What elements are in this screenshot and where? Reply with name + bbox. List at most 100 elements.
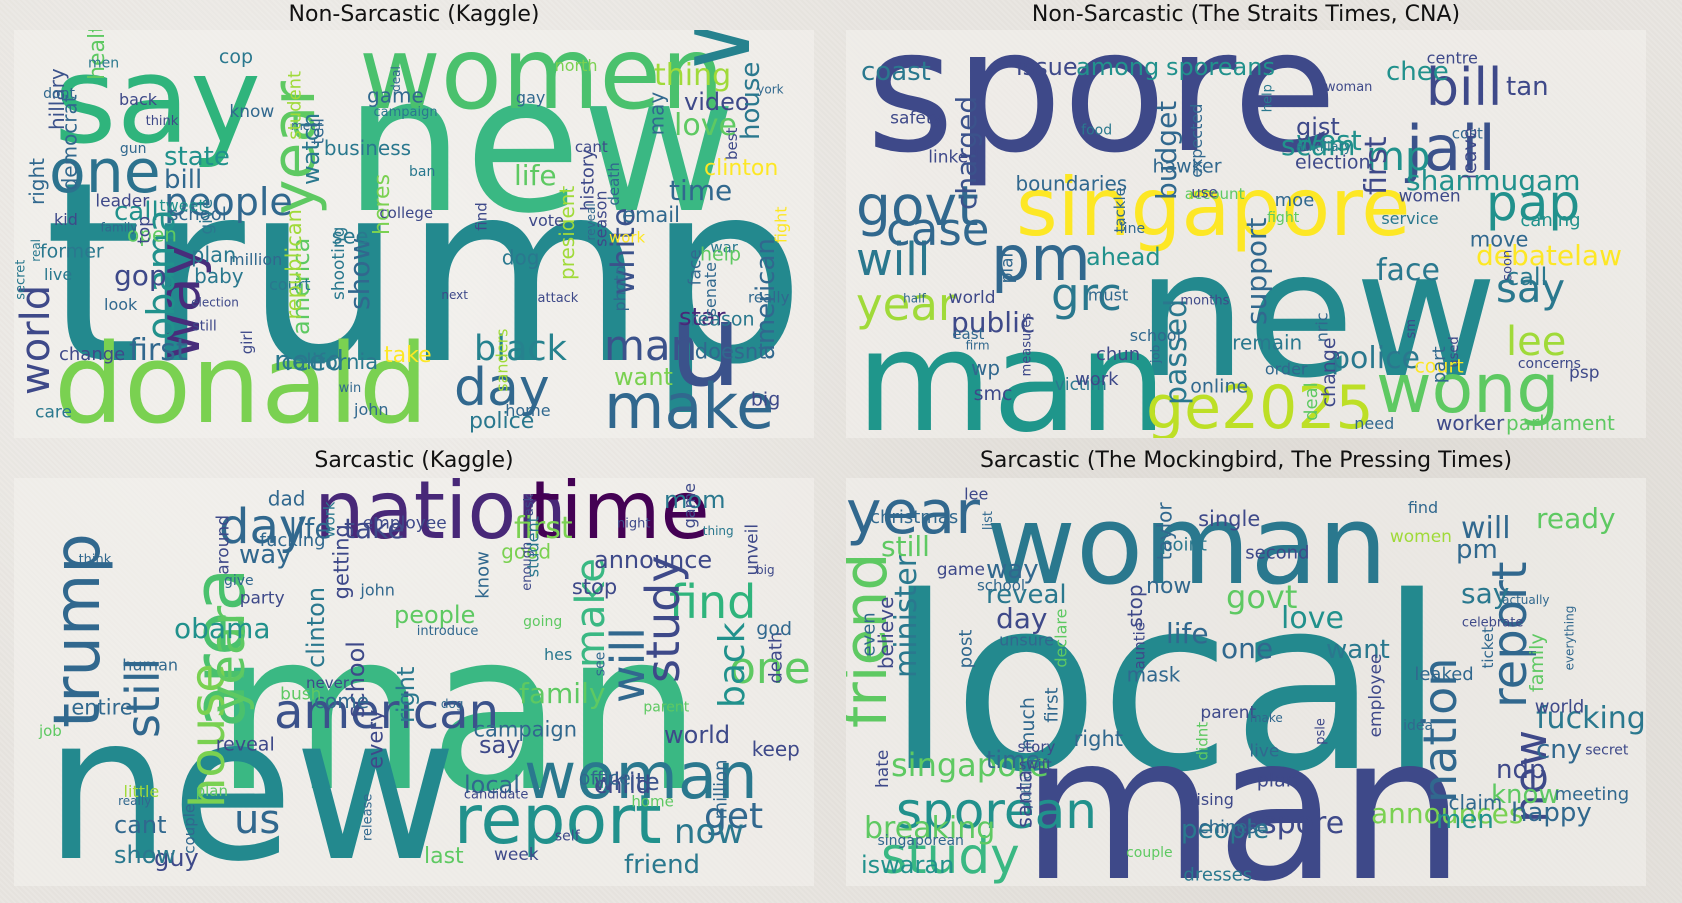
word-line: line bbox=[1120, 221, 1145, 237]
word-area: area bbox=[177, 567, 261, 728]
word-bush: bush bbox=[280, 685, 321, 705]
word-claim: claim bbox=[1449, 790, 1503, 814]
word-help: help bbox=[1260, 84, 1275, 112]
word-east: east bbox=[952, 325, 984, 343]
word-nric: nric bbox=[1313, 312, 1332, 342]
word-expected: expected bbox=[1187, 104, 1206, 178]
word-govt: govt bbox=[1226, 578, 1297, 616]
word-couple: couple bbox=[180, 804, 198, 854]
word-wong: wong bbox=[1376, 350, 1559, 429]
word-parent: parent bbox=[1200, 703, 1256, 723]
word-introduce: introduce bbox=[417, 624, 479, 639]
word-victim: victim bbox=[1055, 375, 1107, 395]
word-girl: girl bbox=[238, 330, 256, 354]
word-local: local bbox=[464, 771, 520, 799]
word-last: last bbox=[424, 844, 464, 869]
word-right: right bbox=[25, 158, 49, 205]
word-fight: fight bbox=[772, 206, 791, 243]
word-use: use bbox=[1191, 184, 1218, 202]
word-look: look bbox=[104, 295, 138, 314]
word-people: people bbox=[1181, 815, 1269, 845]
wordcloud-canvas: trumpnewsaywomendonaldwillumakeoneyearwa… bbox=[14, 30, 814, 438]
word-job: job bbox=[38, 722, 62, 740]
word-dog: dog bbox=[441, 697, 464, 711]
word-ban: ban bbox=[409, 164, 435, 180]
word-say: say bbox=[479, 731, 520, 759]
word-man: man bbox=[604, 321, 697, 370]
word-unsure: unsure bbox=[999, 630, 1054, 649]
word-find: find bbox=[472, 202, 490, 230]
word-fucking: fucking bbox=[1536, 701, 1646, 736]
word-dog: dog bbox=[502, 246, 540, 270]
word-face: face bbox=[686, 249, 706, 285]
word-bill: bill bbox=[164, 165, 202, 195]
word-auntie: auntie bbox=[1130, 622, 1148, 669]
word-deal: deal bbox=[389, 66, 403, 92]
word-cost: cost bbox=[1452, 125, 1483, 143]
word-court: court bbox=[269, 275, 311, 294]
word-right: right bbox=[1074, 727, 1123, 751]
word-cop: cop bbox=[219, 46, 253, 68]
word-first: first bbox=[1359, 136, 1394, 195]
word-moe: moe bbox=[1275, 190, 1315, 211]
word-right: right bbox=[392, 667, 420, 723]
word-show: show bbox=[114, 841, 176, 869]
word-say: say bbox=[1496, 266, 1565, 312]
word-health: health bbox=[85, 30, 110, 80]
word-one: one bbox=[49, 137, 161, 207]
word-didnt: didnt bbox=[1194, 722, 1212, 761]
word-swift: swift bbox=[1019, 758, 1052, 774]
word-american: american bbox=[751, 238, 781, 360]
word-u: u bbox=[669, 279, 742, 413]
word-linked: linked bbox=[928, 147, 979, 167]
word-day: day bbox=[996, 602, 1048, 635]
word-happy: happy bbox=[1511, 798, 1592, 828]
word-give: give bbox=[224, 573, 254, 589]
word-state: state bbox=[164, 142, 230, 172]
word-hawker: hawker bbox=[1152, 156, 1221, 178]
word-game: game bbox=[680, 483, 699, 528]
word-shanmugam: shanmugam bbox=[1406, 164, 1580, 197]
word-case: case bbox=[886, 203, 989, 256]
word-make: make bbox=[604, 370, 774, 438]
word-really: really bbox=[748, 288, 790, 306]
word-centre: centre bbox=[1427, 49, 1478, 68]
word-public: public bbox=[951, 306, 1035, 339]
word-list: list bbox=[981, 511, 996, 530]
word-employee: employee bbox=[363, 514, 447, 534]
word-point: point bbox=[1161, 534, 1207, 555]
word-time: time bbox=[529, 478, 710, 557]
word-spore: spore bbox=[1261, 806, 1344, 841]
word-thing: thing bbox=[703, 524, 734, 538]
word-trump: trump bbox=[44, 128, 805, 419]
word-local: local bbox=[886, 545, 1445, 825]
word-new: new bbox=[1504, 730, 1557, 823]
word-guy: guy bbox=[154, 844, 199, 872]
word-self: self bbox=[555, 829, 581, 845]
word-singapore: singapore bbox=[891, 746, 1049, 784]
word-breaking: breaking bbox=[864, 811, 995, 846]
wordcloud-panel-sarcastic-mockingbird-pressing-times: Sarcastic (The Mockingbird, The Pressing… bbox=[846, 448, 1646, 888]
word-santa: santa bbox=[1012, 770, 1036, 828]
word-family: family bbox=[519, 677, 605, 710]
word-want: want bbox=[1326, 635, 1390, 665]
word-john: john bbox=[359, 581, 395, 600]
word-face: face bbox=[1376, 253, 1440, 288]
word-jail: jail bbox=[1404, 112, 1496, 185]
word-tweet: tweet bbox=[159, 196, 204, 215]
word-cny: cny bbox=[1536, 735, 1582, 765]
word-people: people bbox=[164, 180, 293, 224]
word-gun: gun bbox=[120, 141, 147, 157]
word-house: house bbox=[180, 663, 236, 808]
word-auxiliary: auxiliary bbox=[1296, 140, 1352, 155]
word-day: day bbox=[454, 358, 550, 418]
word-spore: spore bbox=[866, 30, 1337, 191]
word-cant: cant bbox=[114, 811, 167, 839]
word-hate: hate bbox=[873, 750, 893, 788]
word-little: little bbox=[124, 782, 160, 801]
word-one: one bbox=[729, 643, 811, 694]
word-account: account bbox=[1185, 185, 1245, 203]
word-will: will bbox=[656, 30, 773, 70]
word-parliament: parliament bbox=[1506, 411, 1615, 435]
word-never: never bbox=[306, 674, 350, 692]
